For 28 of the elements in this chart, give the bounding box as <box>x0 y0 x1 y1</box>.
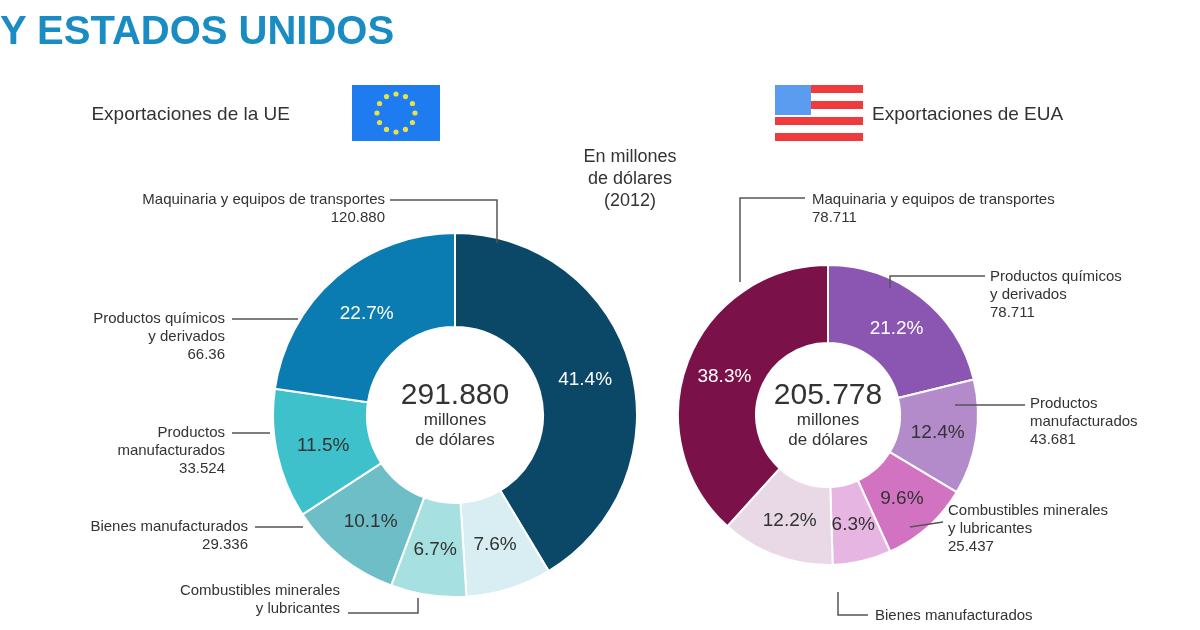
data-label: 38.3% <box>697 364 752 386</box>
slice-label: Combustibles minerales y lubricantes <box>179 580 340 616</box>
slice-label: Productos manufacturados 43.681 <box>1030 393 1138 447</box>
slice-label: Productos químicos y derivados 66.36 <box>93 308 225 362</box>
text: 291.880 millones de dólares <box>400 376 510 449</box>
slice-label: Maquinaria y equipos de transportes 120.880 <box>142 189 385 225</box>
slice-label: Productos manufacturados 33.524 <box>117 422 225 476</box>
data-label: 10.1% <box>343 509 398 531</box>
data-label: 12.2% <box>762 508 817 530</box>
data-label: 7.6% <box>473 533 517 555</box>
slice-label: Bienes manufacturados <box>875 605 1033 623</box>
text: 205.778 millones de dólares <box>773 376 883 449</box>
data-label: 12.4% <box>910 421 965 443</box>
slice-label: Bienes manufacturados 29.336 <box>90 516 248 552</box>
chart-subtitle: Exportaciones de la UE <box>91 102 290 124</box>
data-label: 6.7% <box>413 538 457 560</box>
slice-label: Productos químicos y derivados 78.711 <box>990 266 1122 320</box>
text: En millones de dólares (2012) <box>583 146 677 210</box>
slice-label: Maquinaria y equipos de transportes 78.711 <box>812 189 1055 225</box>
data-label: 11.5% <box>296 433 350 455</box>
chart-title: Y ESTADOS UNIDOS <box>0 8 395 52</box>
data-label: 9.6% <box>880 487 924 509</box>
data-label: 41.4% <box>558 368 613 390</box>
chart-subtitle: Exportaciones de EUA <box>872 102 1064 124</box>
data-label: 21.2% <box>869 317 924 339</box>
data-label: 6.3% <box>831 512 875 534</box>
slice-label: Combustibles minerales y lubricantes 25.437 <box>948 500 1109 554</box>
data-label: 22.7% <box>339 302 394 324</box>
